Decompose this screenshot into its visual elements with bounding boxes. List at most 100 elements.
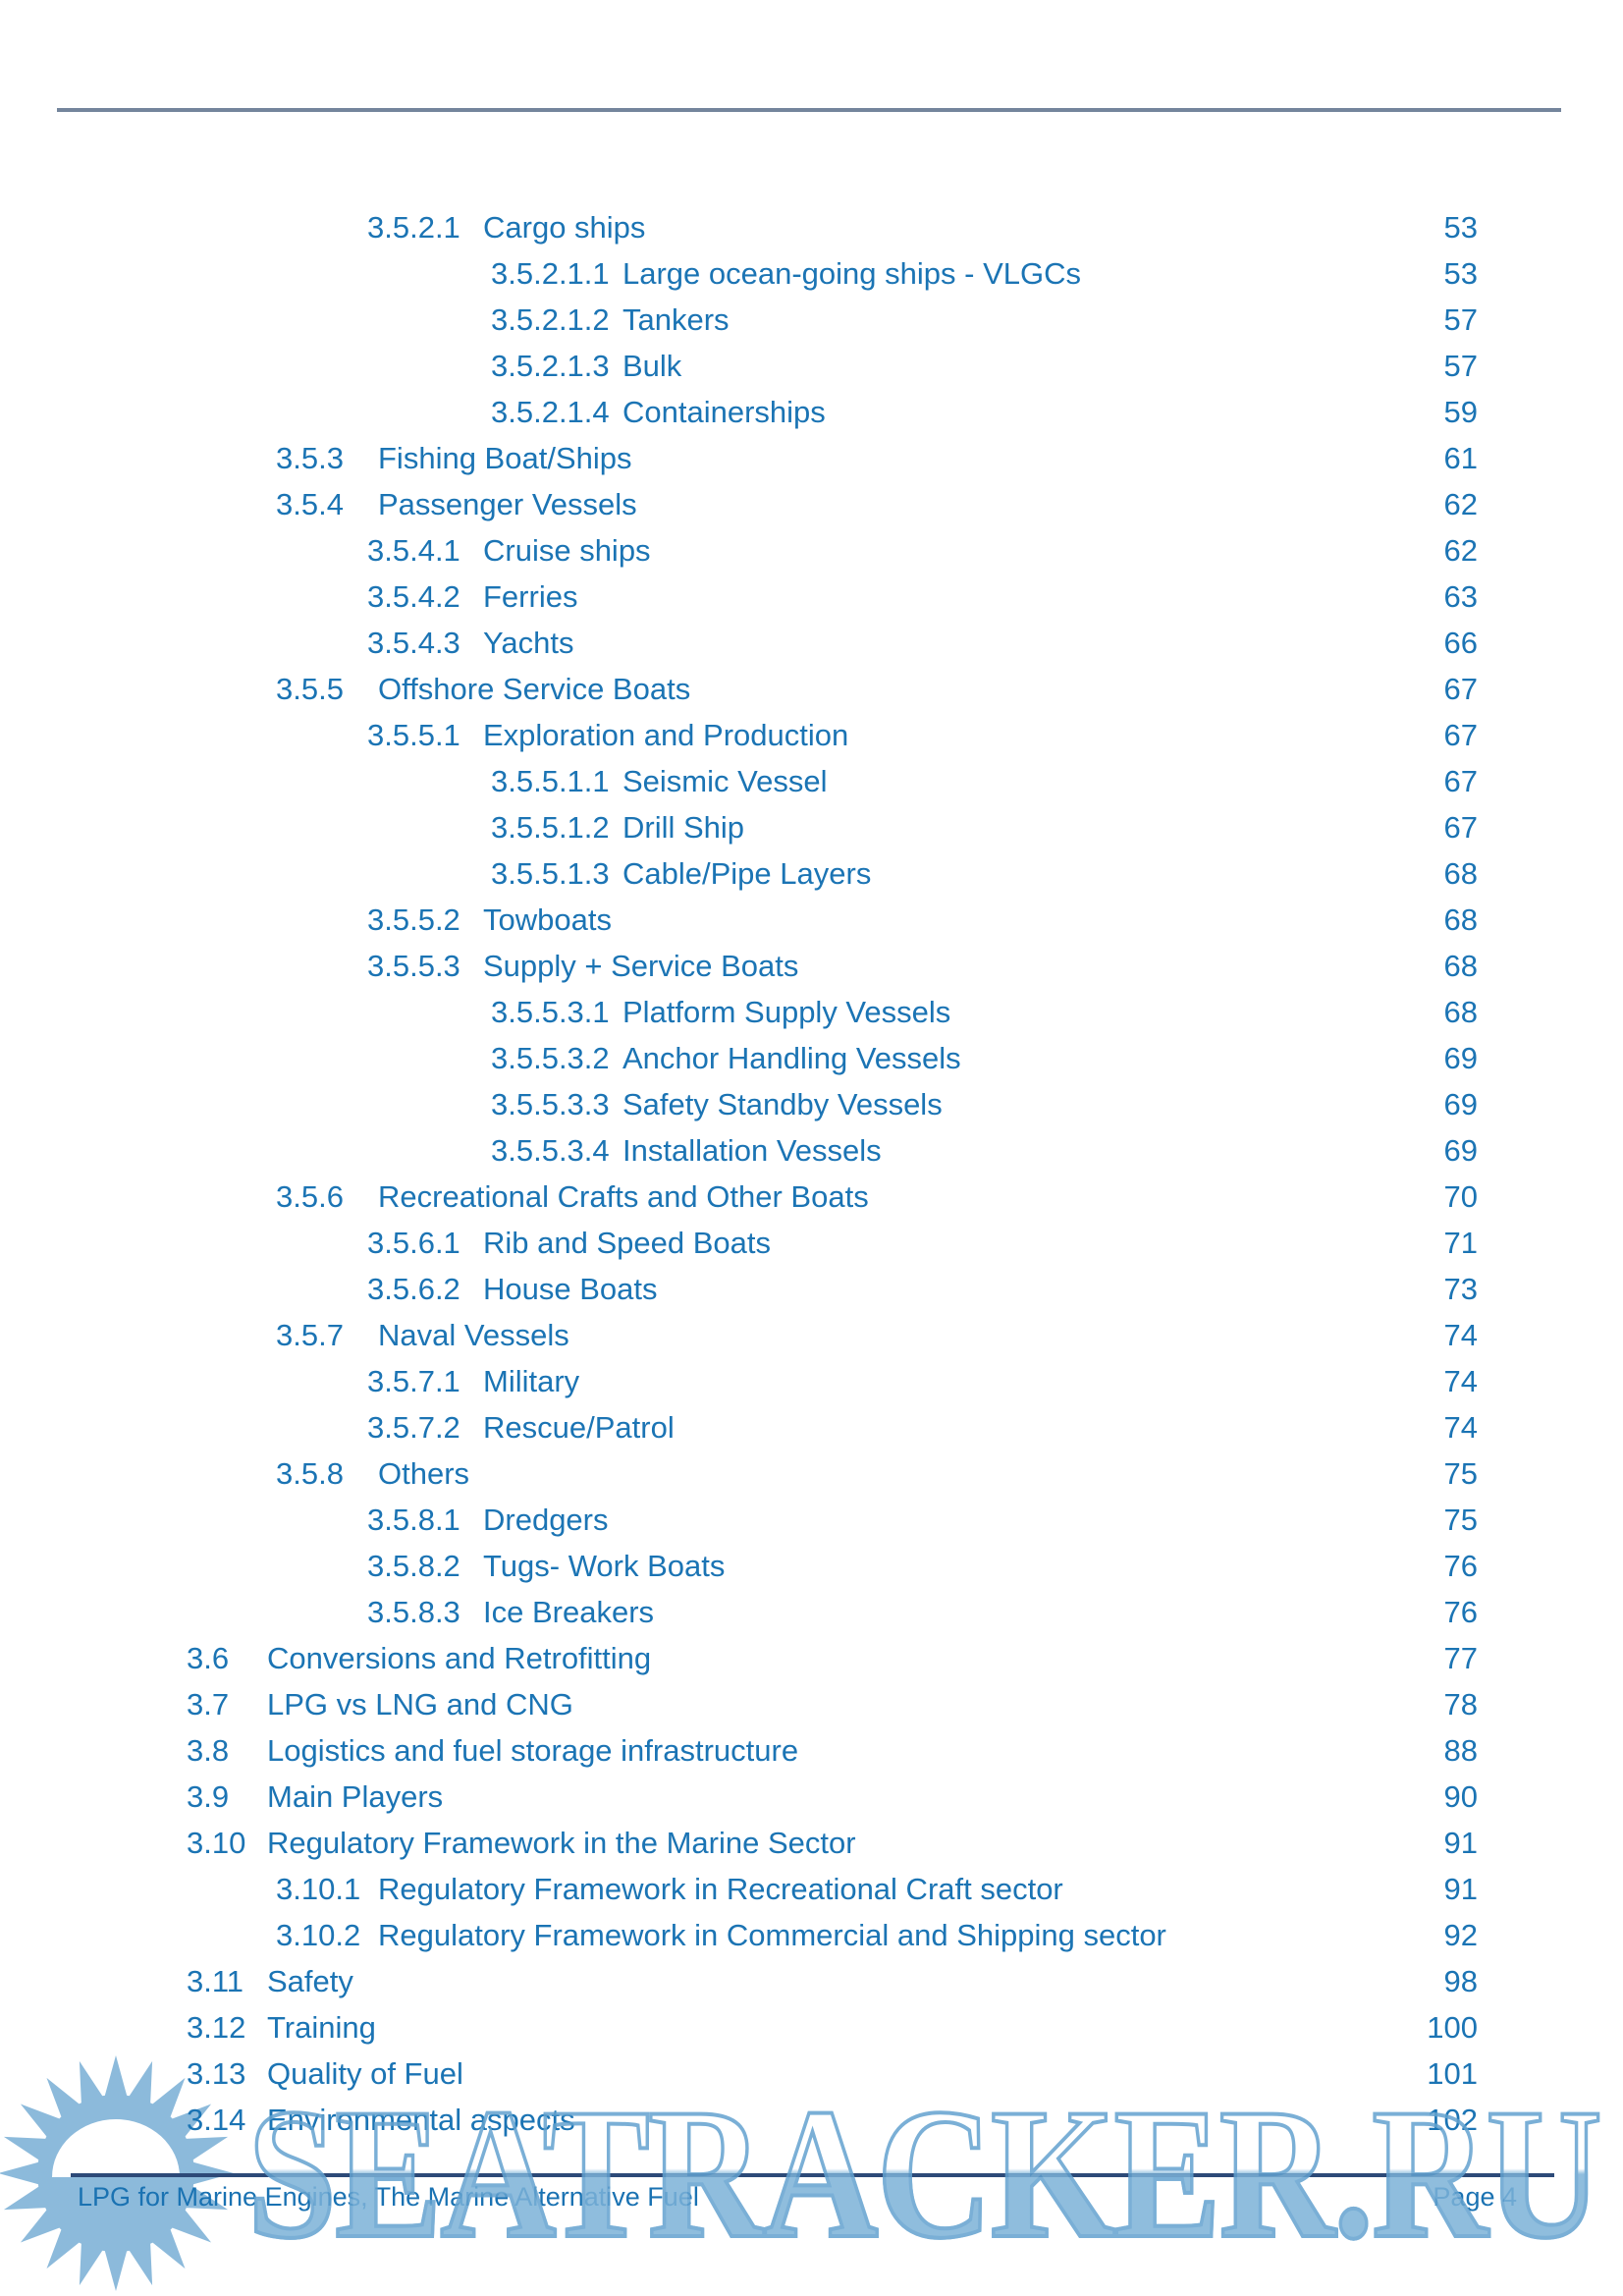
toc-entry-number: 3.5.5.3.3 bbox=[491, 1087, 610, 1121]
toc-entry-title: Containerships bbox=[622, 395, 826, 429]
toc-entry-number: 3.5.8.1 bbox=[367, 1503, 460, 1537]
toc-entry-title: Cable/Pipe Layers bbox=[622, 856, 872, 891]
toc-entry-number: 3.8 bbox=[187, 1733, 230, 1768]
toc-entry-number: 3.5.5.3 bbox=[367, 949, 460, 983]
toc-entry-title: Conversions and Retrofitting bbox=[267, 1641, 652, 1675]
toc-entry[interactable]: 3.5.5.3.4 Installation Vessels 69 bbox=[0, 1127, 1623, 1174]
toc-entry-page: 90 bbox=[1443, 1779, 1478, 1814]
toc-entry[interactable]: 3.5.5.3 Supply + Service Boats 68 bbox=[0, 943, 1623, 989]
toc-entry[interactable]: 3.5.4.2 Ferries 63 bbox=[0, 574, 1623, 620]
toc-entry-page: 68 bbox=[1443, 949, 1478, 983]
toc-entry-number: 3.5.5 bbox=[276, 672, 344, 706]
toc-entry[interactable]: 3.5.4.3 Yachts 66 bbox=[0, 620, 1623, 666]
toc-entry[interactable]: 3.5.5.1.2 Drill Ship 67 bbox=[0, 804, 1623, 850]
footer-rule bbox=[71, 2173, 1554, 2177]
toc-entry[interactable]: 3.5.7.1 Military 74 bbox=[0, 1358, 1623, 1404]
toc-entry[interactable]: 3.12 Training 100 bbox=[0, 2004, 1623, 2050]
toc-entry-title: Training bbox=[267, 2010, 376, 2045]
toc-entry[interactable]: 3.5.2.1 Cargo ships 53 bbox=[0, 204, 1623, 250]
toc-entry-page: 68 bbox=[1443, 995, 1478, 1029]
toc-entry-title: Cruise ships bbox=[483, 533, 651, 568]
toc-entry[interactable]: 3.9 Main Players 90 bbox=[0, 1774, 1623, 1820]
toc-entry[interactable]: 3.13 Quality of Fuel 101 bbox=[0, 2050, 1623, 2097]
toc-entry-title: Exploration and Production bbox=[483, 718, 849, 752]
toc-entry[interactable]: 3.5.5.2 Towboats 68 bbox=[0, 897, 1623, 943]
toc-entry-number: 3.5.8 bbox=[276, 1456, 344, 1491]
toc-entry[interactable]: 3.5.6.2 House Boats 73 bbox=[0, 1266, 1623, 1312]
toc-entry[interactable]: 3.5.2.1.2 Tankers 57 bbox=[0, 297, 1623, 343]
toc-entry-number: 3.5.5.3.4 bbox=[491, 1133, 610, 1168]
toc-entry-number: 3.5.2.1.2 bbox=[491, 302, 610, 337]
toc-entry[interactable]: 3.5.2.1.3 Bulk 57 bbox=[0, 343, 1623, 389]
toc-entry[interactable]: 3.10 Regulatory Framework in the Marine S… bbox=[0, 1820, 1623, 1866]
toc-entry[interactable]: 3.5.4.1 Cruise ships 62 bbox=[0, 527, 1623, 574]
toc-entry-title: Seismic Vessel bbox=[622, 764, 828, 798]
toc-entry-number: 3.5.6.1 bbox=[367, 1226, 460, 1260]
toc-entry[interactable]: 3.10.1 Regulatory Framework in Recreation… bbox=[0, 1866, 1623, 1912]
toc-entry[interactable]: 3.5.7.2 Rescue/Patrol 74 bbox=[0, 1404, 1623, 1450]
toc-entry-title: Anchor Handling Vessels bbox=[622, 1041, 961, 1075]
toc-entry[interactable]: 3.10.2 Regulatory Framework in Commercial… bbox=[0, 1912, 1623, 1958]
toc-entry-page: 62 bbox=[1443, 533, 1478, 568]
toc-entry-title: Logistics and fuel storage infrastructur… bbox=[267, 1733, 799, 1768]
toc-entry-page: 67 bbox=[1443, 718, 1478, 752]
toc-entry-title: LPG vs LNG and CNG bbox=[267, 1687, 573, 1722]
toc-entry-page: 92 bbox=[1443, 1918, 1478, 1952]
toc-entry[interactable]: 3.5.5.1.1 Seismic Vessel 67 bbox=[0, 758, 1623, 804]
toc-entry[interactable]: 3.5.3 Fishing Boat/Ships 61 bbox=[0, 435, 1623, 481]
toc-entry-page: 66 bbox=[1443, 626, 1478, 660]
toc-entry-number: 3.5.4 bbox=[276, 487, 344, 521]
toc-entry-title: Ferries bbox=[483, 579, 578, 614]
toc-entry-number: 3.12 bbox=[187, 2010, 246, 2045]
toc-entry-page: 102 bbox=[1427, 2097, 1478, 2143]
toc-entry[interactable]: 3.5.5.3.1 Platform Supply Vessels 68 bbox=[0, 989, 1623, 1035]
watermark-text: SEATRACKER.RU bbox=[245, 2071, 1603, 2277]
toc-entry[interactable]: 3.5.5.1 Exploration and Production 67 bbox=[0, 712, 1623, 758]
toc-entry-number: 3.5.2.1.4 bbox=[491, 395, 610, 429]
toc-entry[interactable]: 3.5.8.1 Dredgers 75 bbox=[0, 1497, 1623, 1543]
toc-entry[interactable]: 3.5.8.3 Ice Breakers 76 bbox=[0, 1589, 1623, 1635]
toc-entry-title: Regulatory Framework in Commercial and S… bbox=[378, 1918, 1166, 1952]
toc-entry[interactable]: 3.5.8.2 Tugs- Work Boats 76 bbox=[0, 1543, 1623, 1589]
toc-entry[interactable]: 3.5.8 Others 75 bbox=[0, 1450, 1623, 1497]
toc-entry-number: 3.7 bbox=[187, 1687, 230, 1722]
toc-entry[interactable]: 3.5.6 Recreational Crafts and Other Boats… bbox=[0, 1174, 1623, 1220]
toc-entry-page: 68 bbox=[1443, 902, 1478, 937]
toc-entry-title: Main Players bbox=[267, 1779, 444, 1814]
toc-entry[interactable]: 3.7 LPG vs LNG and CNG 78 bbox=[0, 1681, 1623, 1727]
toc-entry-page: 71 bbox=[1443, 1226, 1478, 1260]
toc-entry-page: 69 bbox=[1443, 1133, 1478, 1168]
toc-entry-page: 57 bbox=[1443, 302, 1478, 337]
toc-entry[interactable]: 3.11 Safety 98 bbox=[0, 1958, 1623, 2004]
toc-entry-number: 3.5.2.1.3 bbox=[491, 349, 610, 383]
toc-entry[interactable]: 3.5.5 Offshore Service Boats 67 bbox=[0, 666, 1623, 712]
toc-entry-page: 78 bbox=[1443, 1687, 1478, 1722]
toc-entry[interactable]: 3.5.6.1 Rib and Speed Boats 71 bbox=[0, 1220, 1623, 1266]
toc-entry[interactable]: 3.5.7 Naval Vessels 74 bbox=[0, 1312, 1623, 1358]
toc-entry-title: Cargo ships bbox=[483, 210, 646, 245]
toc-entry-number: 3.5.6.2 bbox=[367, 1272, 460, 1306]
toc-entry[interactable]: 3.5.5.3.2 Anchor Handling Vessels 69 bbox=[0, 1035, 1623, 1081]
toc-entry[interactable]: 3.6 Conversions and Retrofitting 77 bbox=[0, 1635, 1623, 1681]
toc-entry-title: Regulatory Framework in the Marine Secto… bbox=[267, 1826, 856, 1860]
toc-entry-title: Yachts bbox=[483, 626, 574, 660]
toc-entry[interactable]: 3.5.2.1.1 Large ocean-going ships - VLGCs… bbox=[0, 250, 1623, 297]
toc-entry[interactable]: 3.14 Environmental aspects 102 bbox=[0, 2097, 1623, 2143]
toc-entry-title: Quality of Fuel bbox=[267, 2056, 463, 2091]
toc-entry[interactable]: 3.5.5.1.3 Cable/Pipe Layers 68 bbox=[0, 850, 1623, 897]
toc-entry-number: 3.5.5.2 bbox=[367, 902, 460, 937]
toc-entry[interactable]: 3.5.5.3.3 Safety Standby Vessels 69 bbox=[0, 1081, 1623, 1127]
toc-entry-number: 3.5.4.3 bbox=[367, 626, 460, 660]
toc-entry-page: 75 bbox=[1443, 1503, 1478, 1537]
toc-entry-page: 88 bbox=[1443, 1733, 1478, 1768]
toc-entry-page: 62 bbox=[1443, 487, 1478, 521]
toc-entry-page: 100 bbox=[1427, 2010, 1478, 2045]
toc-entry[interactable]: 3.8 Logistics and fuel storage infrastruc… bbox=[0, 1727, 1623, 1774]
toc-entry-page: 53 bbox=[1443, 256, 1478, 291]
toc-entry-number: 3.5.2.1.1 bbox=[491, 256, 610, 291]
toc-entry-number: 3.6 bbox=[187, 1641, 230, 1675]
toc-entry-title: Dredgers bbox=[483, 1503, 609, 1537]
toc-entry[interactable]: 3.5.2.1.4 Containerships 59 bbox=[0, 389, 1623, 435]
toc-entry[interactable]: 3.5.4 Passenger Vessels 62 bbox=[0, 481, 1623, 527]
toc-entry-number: 3.5.3 bbox=[276, 441, 344, 475]
